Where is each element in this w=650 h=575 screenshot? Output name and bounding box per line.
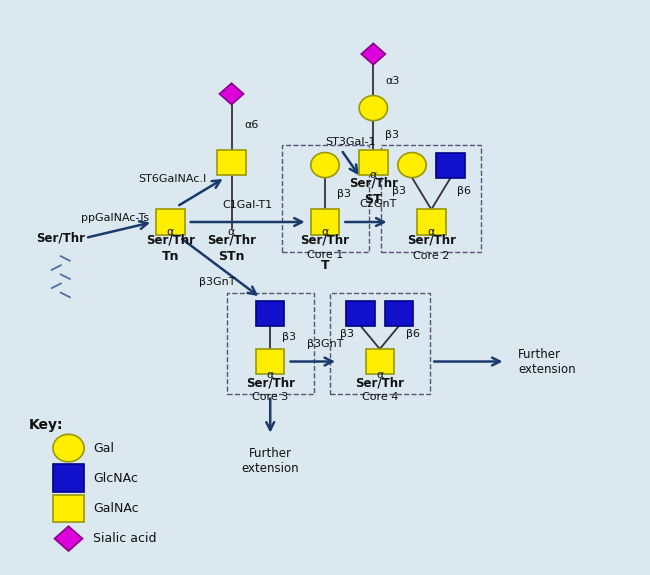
Circle shape <box>53 434 84 462</box>
Text: α3: α3 <box>385 76 399 86</box>
Text: β3: β3 <box>337 189 350 198</box>
Polygon shape <box>53 494 84 522</box>
Text: α: α <box>321 227 329 237</box>
Text: β6: β6 <box>406 329 419 339</box>
Circle shape <box>398 152 426 178</box>
Text: Sialic acid: Sialic acid <box>93 532 157 545</box>
Text: GlcNAc: GlcNAc <box>93 472 138 485</box>
Polygon shape <box>361 43 385 64</box>
Polygon shape <box>311 209 339 235</box>
Text: Core 2: Core 2 <box>413 251 450 261</box>
Text: Ser/Thr: Ser/Thr <box>300 233 350 247</box>
Polygon shape <box>217 150 246 175</box>
Text: Ser/Thr: Ser/Thr <box>146 233 195 247</box>
Text: Ser/Thr: Ser/Thr <box>36 232 85 244</box>
Polygon shape <box>220 83 244 105</box>
Text: β3GnT: β3GnT <box>200 277 236 287</box>
Polygon shape <box>385 301 413 325</box>
Text: Key:: Key: <box>29 419 63 432</box>
Polygon shape <box>417 209 445 235</box>
Text: α: α <box>376 370 384 380</box>
Text: β3GnT: β3GnT <box>307 339 343 350</box>
Text: Ser/Thr: Ser/Thr <box>356 376 404 389</box>
Text: β6: β6 <box>457 186 471 196</box>
Text: α: α <box>370 170 377 181</box>
Text: ST: ST <box>365 193 382 206</box>
Text: Ser/Thr: Ser/Thr <box>349 177 398 190</box>
Text: Gal: Gal <box>93 442 114 455</box>
Polygon shape <box>437 152 465 178</box>
Polygon shape <box>346 301 374 325</box>
Circle shape <box>311 152 339 178</box>
Text: GalNAc: GalNAc <box>93 502 138 515</box>
Polygon shape <box>359 150 387 175</box>
Text: α: α <box>266 370 274 380</box>
Text: ST6GalNAc.I: ST6GalNAc.I <box>138 174 206 185</box>
Text: β3: β3 <box>282 332 296 342</box>
Circle shape <box>359 95 387 121</box>
Polygon shape <box>156 209 185 235</box>
Text: Ser/Thr: Ser/Thr <box>246 376 294 389</box>
Text: β3: β3 <box>391 186 406 196</box>
Text: Ser/Thr: Ser/Thr <box>407 233 456 247</box>
Polygon shape <box>256 349 285 374</box>
Text: ST3Gal-1: ST3Gal-1 <box>325 137 376 147</box>
Text: α6: α6 <box>244 120 259 130</box>
Text: T: T <box>320 259 330 273</box>
Text: α: α <box>428 227 435 237</box>
Text: Further
extension: Further extension <box>241 447 299 475</box>
Text: α: α <box>228 227 235 237</box>
Text: Ser/Thr: Ser/Thr <box>207 233 256 247</box>
Text: α: α <box>166 227 174 237</box>
Text: Core 3: Core 3 <box>252 392 289 402</box>
Text: β3: β3 <box>385 130 399 140</box>
Polygon shape <box>53 465 84 492</box>
Text: C2GnT: C2GnT <box>359 199 397 209</box>
Text: β3: β3 <box>340 329 354 339</box>
Polygon shape <box>55 526 83 551</box>
Polygon shape <box>256 301 285 325</box>
Polygon shape <box>365 349 394 374</box>
Text: STn: STn <box>218 250 245 263</box>
Text: Core 1: Core 1 <box>307 250 343 260</box>
Text: Tn: Tn <box>162 250 179 263</box>
Text: ppGalNAc-Ts: ppGalNAc-Ts <box>81 213 150 223</box>
Text: C1Gal-T1: C1Gal-T1 <box>222 200 273 210</box>
Text: Further
extension: Further extension <box>518 347 576 375</box>
Text: Core 4: Core 4 <box>361 392 398 402</box>
